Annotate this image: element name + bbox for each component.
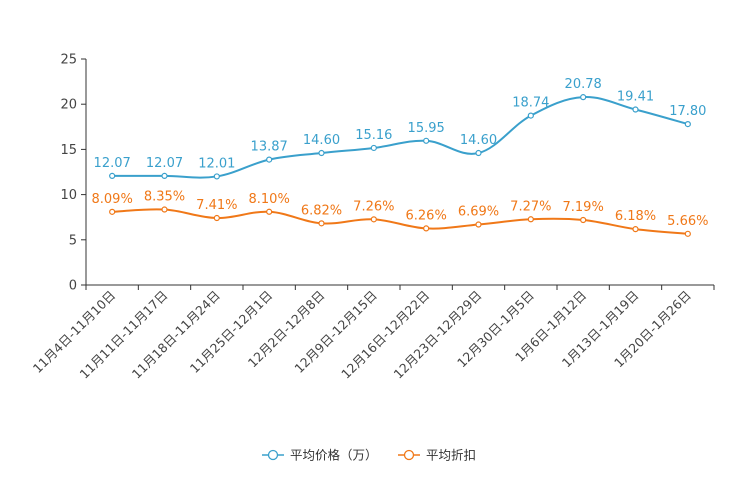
y-tick-label: 20 bbox=[60, 98, 77, 113]
legend-swatch-marker bbox=[267, 449, 279, 461]
x-tick-label: 12月16日-12月22日 bbox=[338, 288, 432, 382]
data-label: 12.01 bbox=[198, 156, 235, 171]
data-point[interactable] bbox=[318, 149, 325, 157]
data-label: 18.74 bbox=[512, 96, 549, 111]
data-label: 5.66% bbox=[667, 214, 708, 229]
data-label: 19.41 bbox=[617, 90, 654, 105]
y-tick-label: 25 bbox=[60, 53, 77, 68]
data-label: 7.19% bbox=[563, 200, 604, 215]
legend-item-1[interactable]: 平均折扣 bbox=[398, 448, 476, 463]
data-point[interactable] bbox=[475, 221, 482, 228]
legend-item-0[interactable]: 平均价格（万） bbox=[262, 448, 378, 463]
data-label: 20.78 bbox=[565, 77, 602, 92]
x-tick-label: 11月11日-11月17日 bbox=[76, 288, 170, 382]
data-label: 6.26% bbox=[406, 208, 447, 223]
data-point[interactable] bbox=[161, 206, 168, 213]
data-point[interactable] bbox=[161, 172, 168, 179]
data-point[interactable] bbox=[213, 173, 220, 180]
chart-legend[interactable]: 平均价格（万） 平均折扣 bbox=[262, 448, 476, 463]
data-point[interactable] bbox=[318, 220, 325, 227]
series-0: 12.07 12.07 12.01 13.87 14.60 15.16 15.95 14.60… bbox=[94, 77, 706, 180]
y-tick-label: 10 bbox=[60, 188, 77, 203]
data-label: 12.07 bbox=[94, 156, 131, 171]
data-point[interactable] bbox=[580, 94, 587, 101]
data-point[interactable] bbox=[266, 208, 273, 215]
data-label: 6.82% bbox=[301, 203, 342, 218]
data-point[interactable] bbox=[632, 106, 639, 113]
legend-swatch-marker bbox=[403, 449, 415, 461]
data-point[interactable] bbox=[423, 137, 430, 144]
data-label: 12.07 bbox=[146, 156, 183, 171]
data-point[interactable] bbox=[109, 208, 116, 215]
legend-label: 平均折扣 bbox=[426, 448, 476, 463]
data-label: 17.80 bbox=[669, 104, 706, 119]
data-point[interactable] bbox=[475, 149, 482, 157]
data-point[interactable] bbox=[684, 120, 691, 128]
data-point[interactable] bbox=[527, 216, 534, 223]
data-label: 7.26% bbox=[353, 199, 394, 214]
series-line bbox=[112, 96, 689, 179]
data-label: 8.35% bbox=[144, 190, 185, 205]
data-label: 7.41% bbox=[196, 198, 237, 213]
data-label: 13.87 bbox=[251, 140, 288, 155]
data-label: 6.69% bbox=[458, 205, 499, 220]
data-point[interactable] bbox=[580, 216, 587, 224]
series-line bbox=[112, 208, 688, 235]
y-tick-label: 0 bbox=[69, 279, 77, 294]
data-label: 8.10% bbox=[249, 192, 290, 207]
y-tick-label: 5 bbox=[69, 233, 77, 248]
data-label: 7.27% bbox=[510, 199, 551, 214]
data-point[interactable] bbox=[423, 225, 430, 232]
x-tick-label: 12月23日-12月29日 bbox=[390, 288, 484, 382]
legend-label: 平均价格（万） bbox=[290, 448, 378, 463]
data-label: 15.16 bbox=[355, 128, 392, 143]
data-point[interactable] bbox=[684, 230, 691, 237]
data-label: 8.09% bbox=[92, 192, 133, 207]
data-label: 14.60 bbox=[460, 133, 497, 148]
data-point[interactable] bbox=[213, 214, 220, 222]
data-point[interactable] bbox=[370, 144, 377, 152]
data-label: 6.18% bbox=[615, 209, 656, 224]
data-point[interactable] bbox=[632, 226, 639, 233]
data-point[interactable] bbox=[266, 156, 273, 163]
data-label: 14.60 bbox=[303, 133, 340, 148]
y-tick-label: 15 bbox=[60, 143, 77, 158]
data-point[interactable] bbox=[109, 172, 116, 179]
data-point[interactable] bbox=[527, 112, 534, 119]
series-1: 8.09% 8.35% 7.41% 8.10% 6.82% 7.26% 6.26% 6.69%… bbox=[92, 190, 708, 237]
chart-series: 12.07 12.07 12.01 13.87 14.60 15.16 15.95 14.60… bbox=[92, 77, 708, 237]
data-label: 15.95 bbox=[408, 121, 445, 136]
x-tick-label: 11月18日-11月24日 bbox=[129, 288, 223, 382]
data-point[interactable] bbox=[370, 216, 377, 223]
